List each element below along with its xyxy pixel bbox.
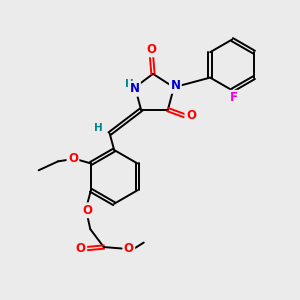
Text: O: O [146, 43, 157, 56]
Text: O: O [82, 204, 92, 217]
Text: O: O [68, 152, 78, 165]
Text: H: H [125, 79, 134, 89]
Text: F: F [230, 91, 238, 104]
Text: O: O [124, 242, 134, 255]
Text: O: O [186, 109, 196, 122]
Text: N: N [170, 79, 180, 92]
Text: O: O [76, 242, 86, 255]
Text: H: H [94, 123, 103, 133]
Text: N: N [130, 82, 140, 95]
